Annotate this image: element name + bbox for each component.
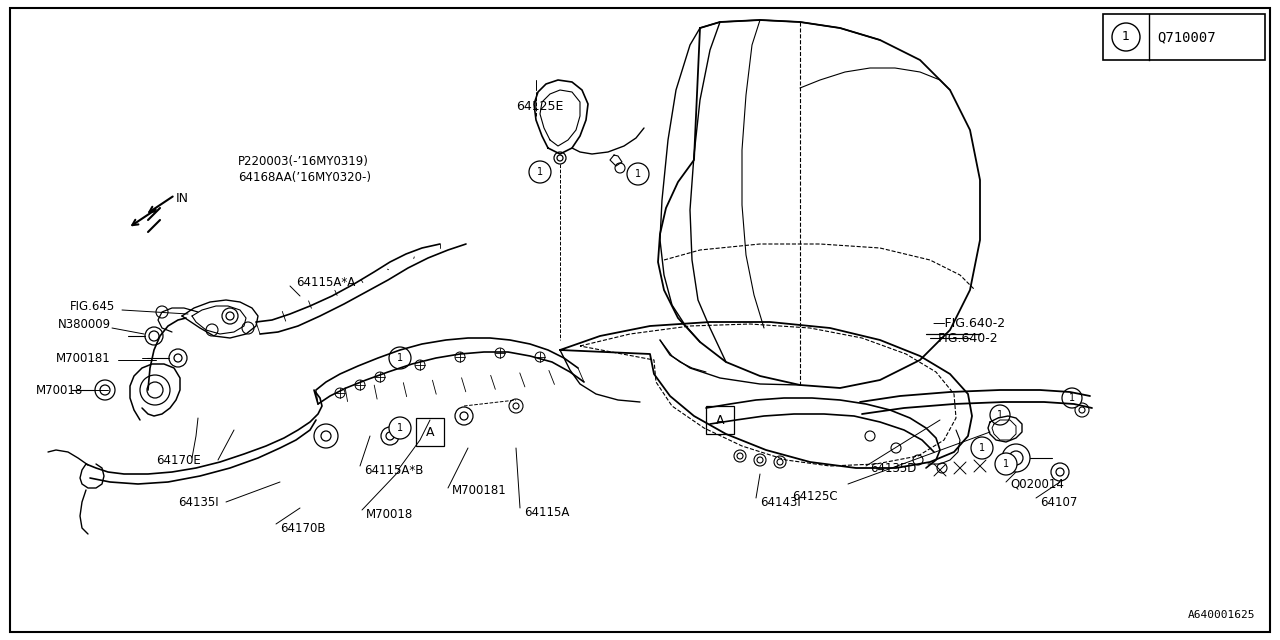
Text: 64143I: 64143I <box>760 495 801 509</box>
Circle shape <box>221 308 238 324</box>
Circle shape <box>557 155 563 161</box>
Text: 1: 1 <box>997 410 1004 420</box>
Circle shape <box>513 403 518 409</box>
Circle shape <box>454 352 465 362</box>
Circle shape <box>495 348 506 358</box>
Circle shape <box>321 431 332 441</box>
Circle shape <box>140 375 170 405</box>
Text: 64107: 64107 <box>1039 495 1078 509</box>
Circle shape <box>145 327 163 345</box>
Text: P220003(-’16MY0319): P220003(-’16MY0319) <box>238 156 369 168</box>
Text: 1: 1 <box>1123 31 1130 44</box>
Circle shape <box>387 432 394 440</box>
Text: 64115A*B: 64115A*B <box>364 463 424 477</box>
Circle shape <box>509 399 524 413</box>
Circle shape <box>100 385 110 395</box>
Circle shape <box>375 372 385 382</box>
Text: 1: 1 <box>397 353 403 363</box>
Text: M70018: M70018 <box>36 383 83 397</box>
Text: 64115A: 64115A <box>524 506 570 518</box>
Text: 1: 1 <box>536 167 543 177</box>
Circle shape <box>972 437 993 459</box>
Circle shape <box>737 453 742 459</box>
Text: 64170E: 64170E <box>156 454 201 467</box>
Circle shape <box>627 163 649 185</box>
Circle shape <box>865 431 876 441</box>
Text: 1: 1 <box>1004 459 1009 469</box>
Circle shape <box>754 454 765 466</box>
Circle shape <box>95 380 115 400</box>
Circle shape <box>1056 468 1064 476</box>
Circle shape <box>169 349 187 367</box>
Circle shape <box>1051 463 1069 481</box>
Circle shape <box>756 457 763 463</box>
Text: A: A <box>426 426 434 438</box>
Circle shape <box>1062 388 1082 408</box>
Circle shape <box>891 443 901 453</box>
Text: Q020014: Q020014 <box>1010 477 1064 490</box>
Text: 64125E: 64125E <box>516 100 563 113</box>
Circle shape <box>227 312 234 320</box>
Circle shape <box>460 412 468 420</box>
Circle shape <box>733 450 746 462</box>
Circle shape <box>381 427 399 445</box>
Text: M70018: M70018 <box>366 508 413 520</box>
Circle shape <box>415 360 425 370</box>
Circle shape <box>335 388 346 398</box>
Circle shape <box>529 161 550 183</box>
Circle shape <box>242 322 253 334</box>
Circle shape <box>554 152 566 164</box>
Bar <box>707 406 733 434</box>
Text: 64168AA(’16MY0320-): 64168AA(’16MY0320-) <box>238 172 371 184</box>
Circle shape <box>454 407 474 425</box>
Text: —FIG.640-2: —FIG.640-2 <box>932 317 1005 330</box>
Circle shape <box>1009 451 1023 465</box>
Circle shape <box>989 405 1010 425</box>
Text: 64135I: 64135I <box>178 495 219 509</box>
Circle shape <box>913 455 923 465</box>
Circle shape <box>1075 403 1089 417</box>
Text: 64135D: 64135D <box>870 461 916 474</box>
Circle shape <box>1112 23 1140 51</box>
Bar <box>1103 14 1265 60</box>
Text: Q710007: Q710007 <box>1157 30 1216 44</box>
Text: 64170B: 64170B <box>280 522 325 534</box>
Text: M700181: M700181 <box>56 351 111 365</box>
Text: IN: IN <box>177 191 189 205</box>
Text: 1: 1 <box>635 169 641 179</box>
Circle shape <box>1002 444 1030 472</box>
Text: A640001625: A640001625 <box>1188 610 1254 620</box>
Circle shape <box>389 417 411 439</box>
Circle shape <box>614 163 625 173</box>
Text: FIG.640-2: FIG.640-2 <box>938 332 998 344</box>
Circle shape <box>355 380 365 390</box>
Circle shape <box>148 331 159 341</box>
Circle shape <box>389 347 411 369</box>
Text: 1: 1 <box>1069 393 1075 403</box>
Text: N380009: N380009 <box>58 317 111 330</box>
Circle shape <box>314 424 338 448</box>
Circle shape <box>777 459 783 465</box>
Text: FIG.645: FIG.645 <box>70 300 115 312</box>
Circle shape <box>1079 407 1085 413</box>
Text: M700181: M700181 <box>452 483 507 497</box>
Circle shape <box>174 354 182 362</box>
Text: 1: 1 <box>397 423 403 433</box>
Bar <box>416 418 444 446</box>
Text: A: A <box>716 413 724 426</box>
Circle shape <box>774 456 786 468</box>
Circle shape <box>535 352 545 362</box>
Text: 64115A*A: 64115A*A <box>296 275 356 289</box>
Circle shape <box>995 453 1018 475</box>
Circle shape <box>206 324 218 336</box>
Text: 1: 1 <box>979 443 986 453</box>
Circle shape <box>156 306 168 318</box>
Circle shape <box>937 463 947 473</box>
Text: 64125C: 64125C <box>792 490 837 502</box>
Circle shape <box>147 382 163 398</box>
